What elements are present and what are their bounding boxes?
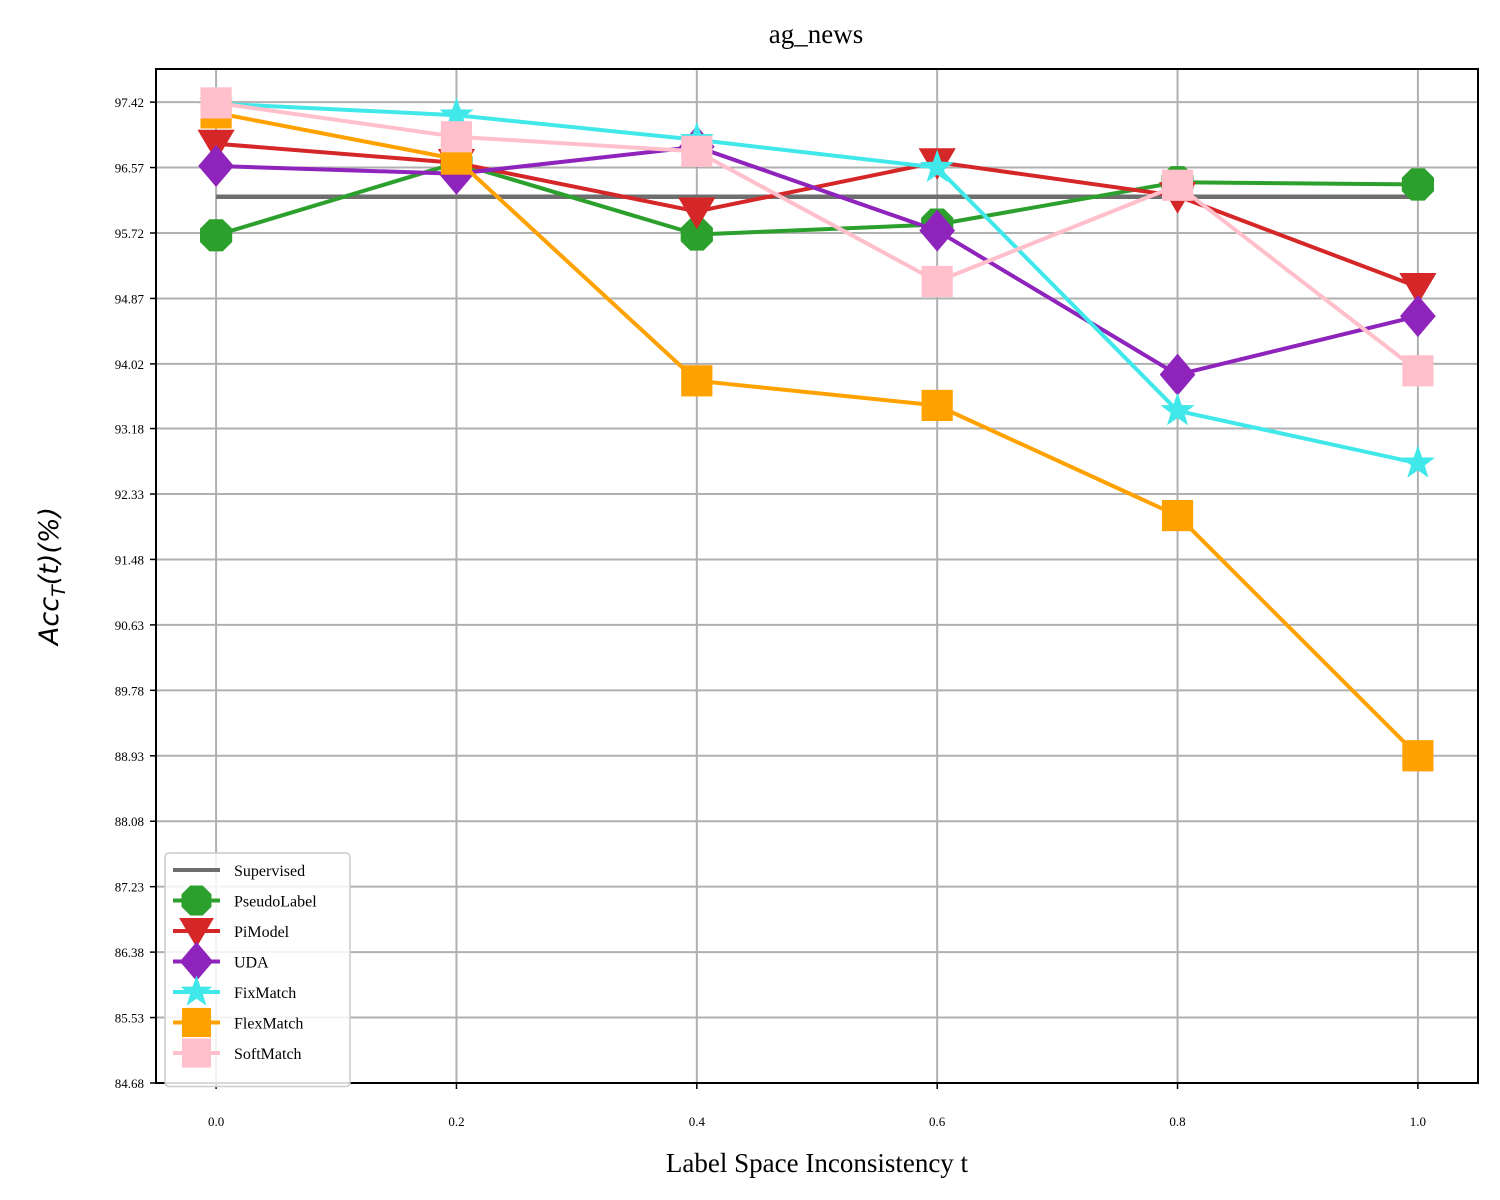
y-tick-label: 93.18: [115, 422, 144, 437]
data-point-flexmatch: [921, 389, 953, 422]
data-point-pseudolabel: [680, 218, 713, 251]
legend-marker: [181, 1038, 212, 1068]
y-tick-label: 88.08: [115, 814, 144, 829]
x-tick-label: 0.8: [1169, 1114, 1185, 1129]
y-tick-label: 87.23: [115, 880, 144, 895]
data-point-fixmatch: [439, 97, 474, 130]
data-point-pseudolabel: [200, 219, 233, 252]
y-tick-label: 96.57: [115, 161, 145, 176]
legend-item-supervised: Supervised: [173, 863, 305, 880]
series-uda: [198, 125, 1436, 396]
y-axis-label-main: Acc: [34, 597, 65, 647]
legend-item-pseudolabel: PseudoLabel: [173, 885, 317, 916]
data-point-softmatch: [440, 121, 473, 153]
legend-marker: [179, 917, 214, 948]
chart-title: ag_news: [769, 19, 863, 49]
series-softmatch: [200, 87, 1434, 387]
series-line-pseudolabel: [215, 160, 1418, 238]
data-point-softmatch: [921, 265, 953, 298]
data-series: [197, 85, 1437, 772]
legend-item-pimodel: PiModel: [173, 917, 290, 948]
legend-item-flexmatch: FlexMatch: [173, 1007, 303, 1038]
x-axis-ticks: 0.0 0.2 0.4 0.6 0.8 1.0: [208, 1083, 1426, 1129]
data-point-pimodel: [1399, 272, 1437, 305]
grid-lines: [156, 69, 1478, 1084]
legend-marker: [179, 941, 214, 982]
x-tick-label: 0.6: [929, 1114, 946, 1129]
legend-item-softmatch: SoftMatch: [173, 1038, 302, 1068]
data-point-softmatch: [200, 87, 232, 119]
legend-label: FlexMatch: [234, 1016, 303, 1033]
data-point-uda: [198, 145, 234, 188]
data-point-uda: [1159, 353, 1196, 396]
legend-label: SoftMatch: [234, 1046, 302, 1063]
y-tick-label: 97.42: [115, 95, 144, 110]
y-tick-label: 84.68: [115, 1076, 144, 1091]
y-tick-label: 95.72: [115, 226, 144, 241]
data-point-flexmatch: [681, 365, 713, 397]
series-line-softmatch: [215, 100, 1420, 373]
series-line-fixmatch: [216, 101, 1419, 466]
y-tick-label: 94.02: [115, 357, 144, 372]
y-tick-label: 85.53: [115, 1011, 144, 1026]
plot-frame: [155, 68, 1479, 1084]
data-point-fixmatch: [1160, 392, 1195, 426]
legend-marker: [181, 885, 212, 916]
legend-item-fixmatch: FixMatch: [173, 975, 296, 1006]
legend: Supervised PseudoLabel PiModel UDA FixMatch F…: [164, 852, 351, 1088]
y-tick-label: 92.33: [115, 487, 144, 502]
data-point-flexmatch: [1161, 499, 1194, 532]
x-tick-label: 0.4: [689, 1114, 706, 1129]
series-line-flexmatch: [215, 110, 1420, 758]
legend-label: UDA: [234, 955, 269, 972]
data-point-flexmatch: [1402, 740, 1434, 772]
data-point-fixmatch: [920, 149, 955, 183]
legend-label: PseudoLabel: [234, 894, 317, 911]
data-point-softmatch: [1161, 169, 1194, 201]
y-axis-label-rest: (t)(%): [34, 507, 65, 585]
y-tick-label: 86.38: [115, 945, 144, 960]
y-tick-label: 91.48: [115, 552, 144, 567]
legend-label: FixMatch: [234, 985, 296, 1002]
data-point-fixmatch: [1400, 445, 1435, 478]
x-axis-label: Label Space Inconsistency t: [666, 1148, 969, 1178]
y-tick-label: 94.87: [115, 291, 145, 306]
x-tick-label: 0.2: [448, 1114, 464, 1129]
legend-marker: [180, 975, 213, 1006]
y-tick-label: 89.78: [115, 683, 144, 698]
y-axis-ticks: 84.68 85.53 86.38 87.23 88.08 88.93 89.78 90.63…: [115, 95, 156, 1091]
data-point-uda: [919, 209, 956, 252]
y-tick-label: 90.63: [115, 618, 144, 633]
y-axis-label-sub: T: [48, 584, 70, 597]
y-axis-label: AccT(t)(%): [34, 507, 70, 647]
data-point-softmatch: [681, 135, 713, 167]
legend-item-uda: UDA: [173, 941, 269, 982]
series-pseudolabel: [200, 146, 1434, 252]
legend-label: Supervised: [234, 863, 305, 880]
series-line-uda: [216, 144, 1419, 377]
data-point-pseudolabel: [1401, 168, 1434, 201]
x-tick-label: 1.0: [1410, 1114, 1426, 1129]
y-tick-label: 88.93: [115, 749, 144, 764]
legend-box: [164, 852, 351, 1088]
legend-label: PiModel: [234, 924, 290, 941]
data-point-softmatch: [1402, 355, 1434, 387]
x-tick-label: 0.0: [208, 1114, 224, 1129]
data-point-pimodel: [678, 197, 716, 230]
legend-marker: [181, 1007, 212, 1038]
data-point-uda: [1400, 295, 1436, 338]
